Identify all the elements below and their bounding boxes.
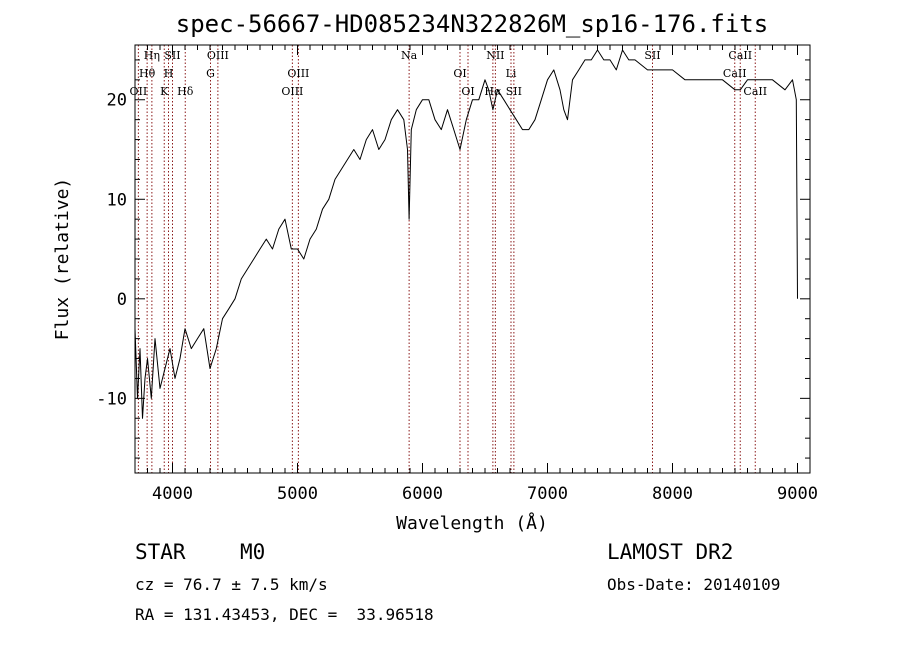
chart-title: spec-56667-HD085234N322826M_sp16-176.fit… [176, 10, 768, 38]
y-tick-label-1: 0 [117, 290, 127, 310]
line-label-15: K [160, 85, 169, 98]
line-label-21: CaII [743, 85, 767, 98]
x-tick-label-0: 4000 [152, 484, 193, 504]
line-label-9: G [206, 67, 215, 80]
line-label-14: OII [130, 85, 148, 98]
coordinates: RA = 131.43453, DEC = 33.96518 [135, 605, 434, 624]
object-class: STAR [135, 540, 186, 564]
x-axis-label: Wavelength (Å) [396, 512, 548, 534]
line-label-12: Li [506, 67, 517, 80]
axes-ticks: 4000 5000 6000 7000 8000 9000 -10 0 10 20 [96, 45, 818, 504]
line-label-18: OI [461, 85, 474, 98]
x-tick-label-4: 8000 [652, 484, 693, 504]
spectrum-chart: spec-56667-HD085234N322826M_sp16-176.fit… [52, 10, 818, 534]
spectrum-series [134, 49, 798, 419]
y-axis-label: Flux (relative) [52, 178, 73, 341]
line-label-2: OIII [207, 49, 229, 62]
x-tick-label-5: 9000 [777, 484, 818, 504]
line-label-5: SII [644, 49, 660, 62]
line-label-17: OIII [281, 85, 303, 98]
line-label-16: Hδ [177, 85, 194, 98]
redshift-cz: cz = 76.7 ± 7.5 km/s [135, 575, 328, 594]
x-tick-label-3: 7000 [527, 484, 568, 504]
line-label-20: SII [506, 85, 522, 98]
line-label-13: CaII [723, 67, 747, 80]
survey-name: LAMOST DR2 [607, 540, 734, 564]
line-label-4: NII [486, 49, 504, 62]
obs-date: Obs-Date: 20140109 [607, 575, 781, 594]
line-label-0: Hη [144, 49, 160, 62]
line-markers: Hη SII OIII Na NII SII CaII Hθ H G OIII OI Li CaII OII… [130, 45, 767, 473]
line-label-11: OI [453, 67, 466, 80]
plot-frame [134, 44, 811, 474]
y-tick-label-3: 20 [107, 91, 127, 111]
line-label-10: OIII [287, 67, 309, 80]
line-label-3: Na [401, 49, 418, 62]
y-tick-label-2: 10 [107, 190, 127, 210]
x-tick-label-2: 6000 [402, 484, 443, 504]
line-label-6: CaII [728, 49, 752, 62]
y-tick-label-0: -10 [96, 389, 127, 409]
subclass: M0 [240, 540, 266, 564]
line-label-8: H [164, 67, 174, 80]
line-label-19: Hα [484, 85, 502, 98]
spectrum-line-0 [134, 49, 798, 419]
line-label-7: Hθ [139, 67, 156, 80]
x-tick-label-1: 5000 [277, 484, 318, 504]
